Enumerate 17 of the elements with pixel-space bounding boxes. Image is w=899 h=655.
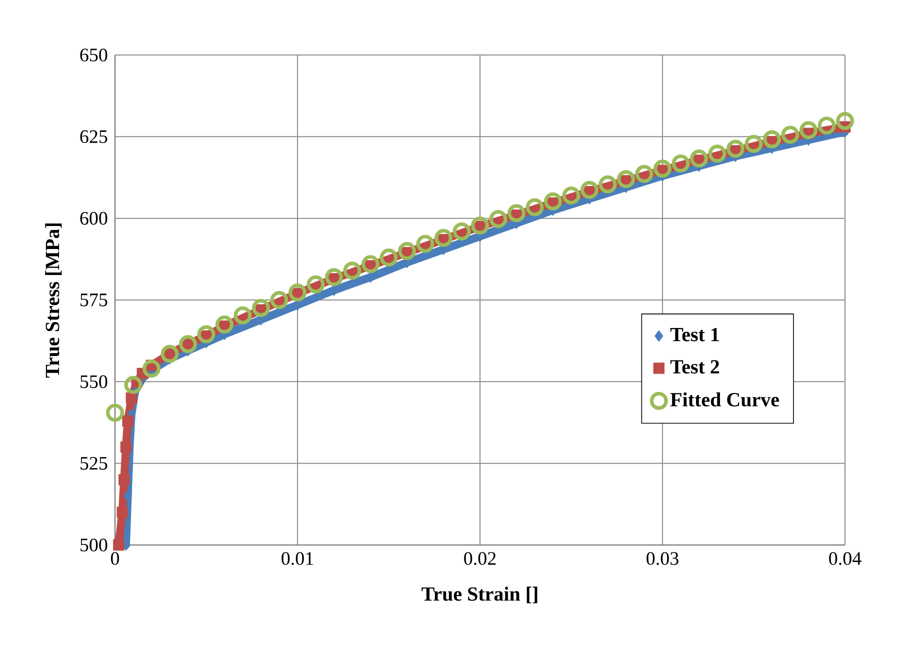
y-tick-label: 575 xyxy=(80,294,108,306)
legend-label: Test 2 xyxy=(670,360,720,374)
x-tick-label: 0.02 xyxy=(464,552,496,565)
y-tick-label: 600 xyxy=(80,212,108,225)
y-tick-label: 500 xyxy=(80,538,108,552)
legend-label: Test 1 xyxy=(670,328,719,342)
x-tick-label: 0 xyxy=(110,552,120,565)
y-tick-label: 525 xyxy=(80,456,108,470)
y-tick-label: 650 xyxy=(80,48,108,62)
x-axis-title: True Strain [] xyxy=(422,586,538,604)
x-tick-label: 0.01 xyxy=(282,552,314,565)
y-tick-label: 625 xyxy=(80,130,108,144)
y-tick-label: 550 xyxy=(80,375,108,388)
x-tick-label: 0.03 xyxy=(646,552,678,565)
x-tick-label: 0.04 xyxy=(829,552,862,565)
y-axis-title: True Stress [MPa] xyxy=(45,224,62,378)
legend-label: Fitted Curve xyxy=(670,392,779,407)
